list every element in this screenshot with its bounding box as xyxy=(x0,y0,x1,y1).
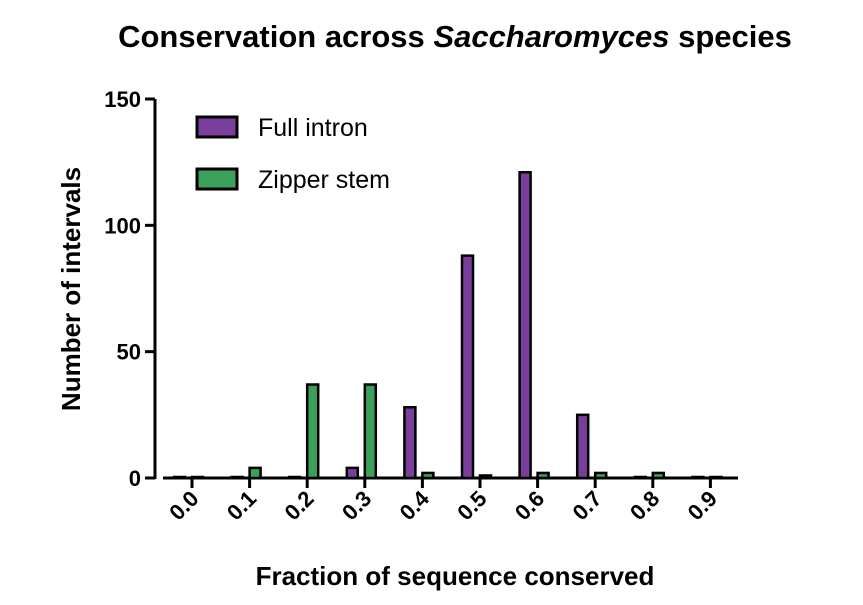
bar-zipper-stem xyxy=(478,474,493,480)
x-tick-label: 0.4 xyxy=(395,485,435,525)
x-tick-label: 0.8 xyxy=(625,486,664,525)
bar-full-intron xyxy=(575,413,590,480)
legend: Full intron Zipper stem xyxy=(195,114,390,194)
legend-swatch-full-intron xyxy=(195,115,239,139)
x-tick-label: 0.5 xyxy=(452,486,491,525)
legend-swatch-zipper-stem xyxy=(195,167,239,191)
bar-zipper-stem xyxy=(190,475,205,480)
chart-title-italic: Saccharomyces xyxy=(433,19,669,54)
x-tick-label: 0.6 xyxy=(510,486,549,525)
y-tick-label: 50 xyxy=(117,340,141,365)
y-tick-label: 0 xyxy=(129,466,141,491)
legend-label-full-intron: Full intron xyxy=(258,114,368,142)
bar-full-intron xyxy=(518,171,532,480)
bar-zipper-stem xyxy=(305,383,320,480)
bar-full-intron xyxy=(691,475,705,480)
bar-full-intron xyxy=(172,475,187,480)
x-axis-label: Fraction of sequence conserved xyxy=(256,561,655,591)
x-tick-label: 0.1 xyxy=(222,486,261,525)
x-tick-label: 0.0 xyxy=(164,486,203,525)
bar-zipper-stem xyxy=(593,471,608,480)
x-tick-label: 0.3 xyxy=(337,486,376,525)
bar-zipper-stem xyxy=(363,383,378,480)
bar-full-intron xyxy=(230,475,244,480)
bar-full-intron xyxy=(633,475,648,480)
x-tick-label: 0.2 xyxy=(279,486,318,525)
bar-full-intron xyxy=(403,406,417,480)
bar-zipper-stem xyxy=(248,466,262,480)
bar-zipper-stem xyxy=(421,471,435,480)
bar-zipper-stem xyxy=(536,471,550,480)
y-axis-label: Number of intervals xyxy=(56,167,86,411)
chart-title-main: Conservation across xyxy=(118,19,433,54)
y-tick-label: 100 xyxy=(104,213,141,238)
bar-zipper-stem xyxy=(651,471,666,480)
plot-area: 0 50 100 150 0.0 0.1 0.2 0.3 0.4 0.5 0.6 0.7 0.8 0.9 xyxy=(104,87,738,525)
chart-title: Conservation across Saccharomyces specie… xyxy=(118,19,792,54)
bar-full-intron xyxy=(345,466,360,480)
bar-full-intron xyxy=(460,254,475,480)
chart-title-end: species xyxy=(670,19,792,54)
x-tick-label: 0.7 xyxy=(567,486,606,525)
legend-label-zipper-stem: Zipper stem xyxy=(258,166,390,194)
bar-full-intron xyxy=(287,475,302,480)
x-tick-label: 0.9 xyxy=(683,486,722,525)
bar-zipper-stem xyxy=(709,475,723,480)
y-tick-label: 150 xyxy=(104,87,141,112)
